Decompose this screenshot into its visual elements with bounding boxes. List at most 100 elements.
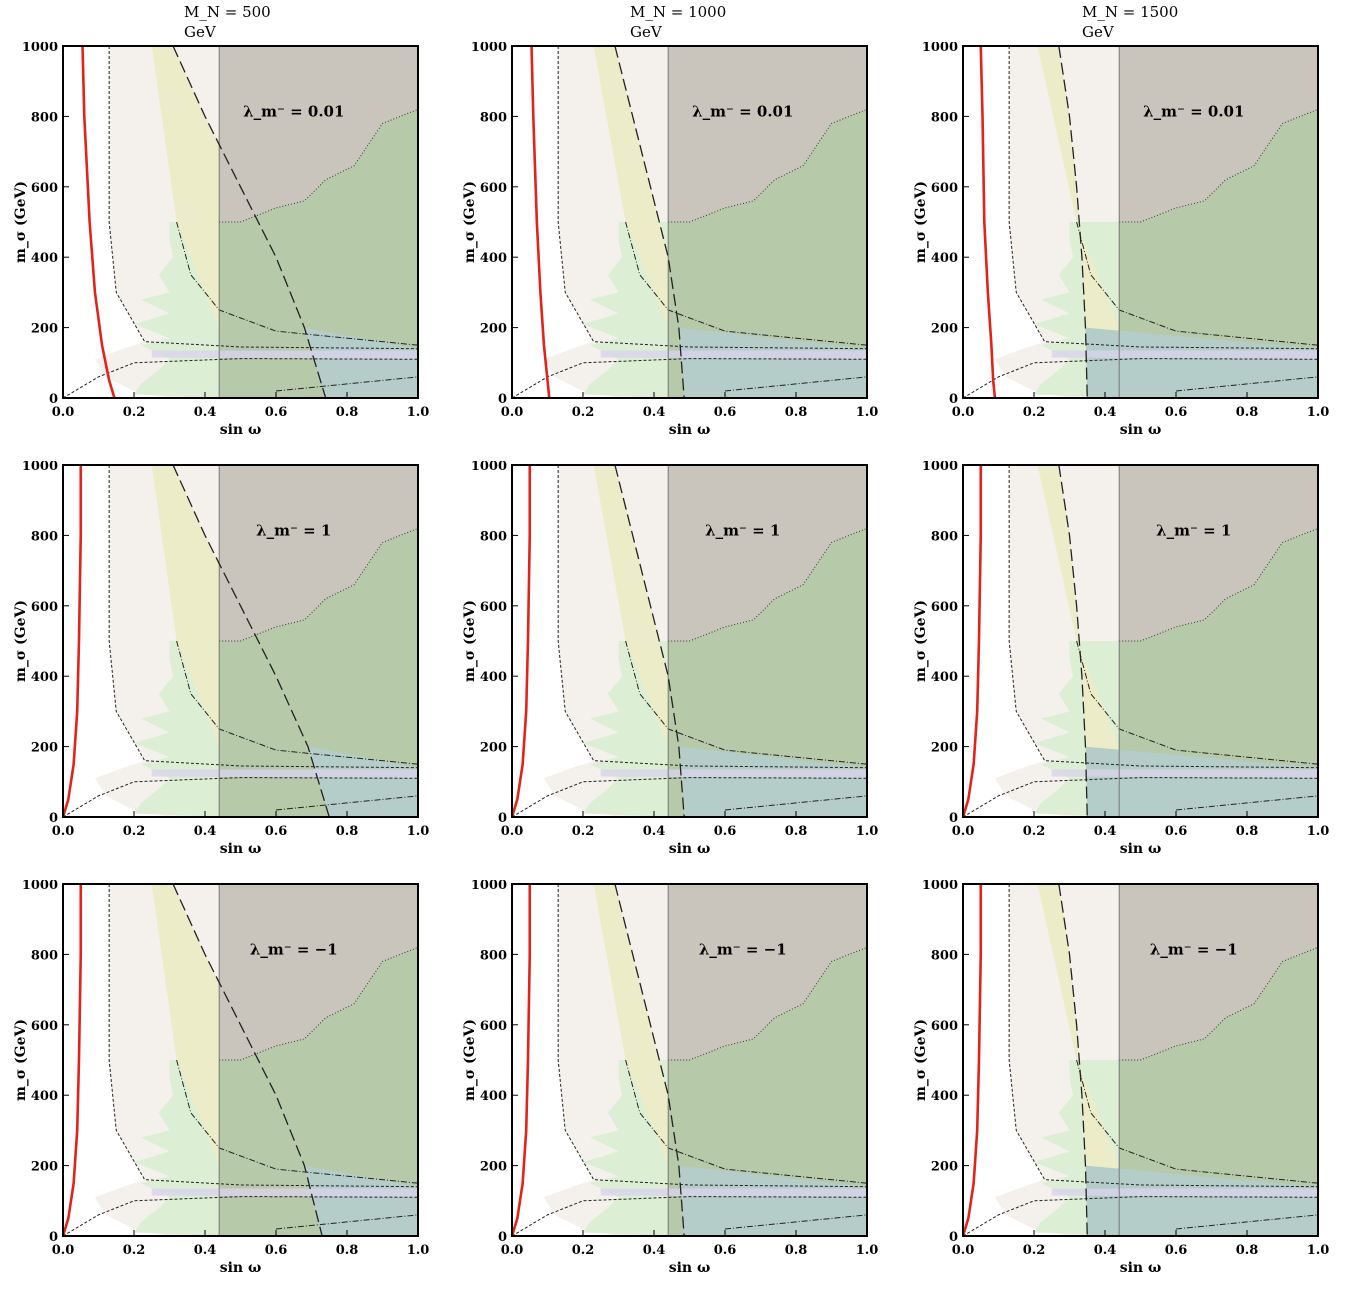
x-tick-label: 0.0 [952,1243,975,1258]
region-lavender-band [151,1188,418,1198]
x-tick-label: 1.0 [1307,405,1330,420]
y-tick-label: 1000 [22,42,58,55]
boundary-long-dash [614,465,685,817]
y-tick-label: 600 [31,1019,58,1034]
plot-frame [962,464,1319,818]
panel-r3c1: 0.0 0.2 0.4 0.6 0.8 1.0 0 200 400 600 800 1000 sin ω… [13,878,433,1289]
y-tick-label: 1000 [471,880,507,893]
boundary-short-dash-upper [557,46,867,350]
x-tick-label: 0.8 [785,405,808,420]
y-tick-label: 800 [931,948,958,963]
region-teal [1085,1165,1318,1236]
x-tick-label: 0.4 [1094,405,1117,420]
y-tick-label: 200 [31,741,58,756]
x-tick-label: 0.2 [1023,1243,1046,1258]
region-gray [1119,884,1318,1060]
lambda-label: λ_m⁻ = 0.01 [243,102,344,120]
x-axis-label: sin ω [669,841,711,857]
boundary-dash-dot-lower [1175,1214,1318,1230]
x-tick-label: 0.4 [194,405,217,420]
chart-svg-r3c1: 0.0 0.2 0.4 0.6 0.8 1.0 0 200 400 600 800 1000 sin ω… [13,878,429,1276]
x-tick-label: 0.6 [1165,405,1188,420]
y-tick-label: 1000 [922,461,958,474]
x-tick-label: 0.0 [501,1243,524,1258]
region-teal [678,746,867,817]
y-tick-label: 200 [31,1160,58,1175]
red-curve [530,46,551,398]
y-tick-label: 1000 [22,461,58,474]
y-axis-label: m_σ (GeV) [462,181,478,263]
region-gray [219,884,418,1060]
x-tick-label: 0.4 [194,824,217,839]
y-tick-label: 400 [31,1089,58,1104]
region-yellow [1037,884,1120,1236]
y-tick-label: 1000 [471,42,507,55]
region-lavender-band [151,350,418,360]
panel-r2c2: 0.0 0.2 0.4 0.6 0.8 1.0 0 200 400 600 800 1000 sin ω… [462,459,882,870]
lambda-label: λ_m⁻ = 1 [1156,521,1231,539]
x-tick-label: 1.0 [856,405,879,420]
region-teal [678,1165,867,1236]
chart-svg-r3c2: 0.0 0.2 0.4 0.6 0.8 1.0 0 200 400 600 800 1000 sin ω… [462,878,878,1276]
y-tick-label: 800 [931,529,958,544]
red-curve [963,465,983,817]
boundary-short-dash-lower [512,1196,867,1236]
chart-svg-r1c2: 0.0 0.2 0.4 0.6 0.8 1.0 0 200 400 600 800 1000 sin ω… [462,40,879,438]
boundary-long-dash [172,884,323,1236]
y-axis-label: m_σ (GeV) [913,600,929,682]
lambda-label: λ_m⁻ = −1 [699,940,787,958]
plot-frame [962,883,1319,1237]
y-tick-label: 600 [31,181,58,196]
y-tick-label: 1000 [922,42,958,55]
boundary-short-dash-upper [108,46,418,350]
x-tick-label: 0.8 [336,1243,359,1258]
boundary-short-dash-upper [1008,46,1318,350]
y-tick-label: 800 [31,110,58,125]
panel-r1c2: 0.0 0.2 0.4 0.6 0.8 1.0 0 200 400 600 800 1000 sin ω… [462,40,882,451]
region-gray [219,46,418,222]
region-teal [1085,327,1318,398]
boundary-short-dash-lower [963,358,1318,398]
boundary-dash-dot-lower [724,376,867,392]
x-tick-label: 0.2 [572,405,595,420]
chart-svg-r2c3: 0.0 0.2 0.4 0.6 0.8 1.0 0 200 400 600 800 1000 sin ω… [913,459,1329,857]
x-tick-label: 0.2 [572,824,595,839]
region-yellow [593,884,685,1236]
region-yellow [593,465,685,817]
boundary-short-dash-upper [557,884,867,1188]
panel-r2c3: 0.0 0.2 0.4 0.6 0.8 1.0 0 200 400 600 800 1000 sin ω… [913,459,1333,870]
red-curve [979,46,997,398]
y-tick-label: 0 [949,392,958,407]
x-tick-label: 0.2 [1023,405,1046,420]
region-yellow [1037,465,1120,817]
y-tick-label: 600 [31,600,58,615]
x-tick-label: 1.0 [407,405,430,420]
region-green [219,109,418,398]
x-tick-label: 1.0 [856,824,879,839]
region-green [219,947,418,1236]
column-header-1: M_N = 500 GeV [176,0,310,45]
region-lavender-band [1051,1188,1318,1198]
y-axis-label: m_σ (GeV) [13,1019,29,1101]
panel-r1c1: 0.0 0.2 0.4 0.6 0.8 1.0 0 200 400 600 800 1000 sin ω… [13,40,433,451]
red-curve [512,884,532,1236]
x-tick-label: 0.6 [265,405,288,420]
boundary-short-dash-upper [108,884,418,1188]
y-tick-label: 200 [480,322,507,337]
y-tick-label: 0 [498,811,507,826]
y-axis-label: m_σ (GeV) [913,181,929,263]
y-tick-label: 800 [31,529,58,544]
region-teal [307,746,418,817]
y-tick-label: 600 [480,600,507,615]
x-tick-label: 0.2 [1023,824,1046,839]
x-axis-label: sin ω [220,1260,262,1276]
boundary-dash-dot-lower [275,1214,418,1230]
boundary-dotted [668,527,867,642]
boundary-dash-dot-lower [724,1214,867,1230]
boundary-short-dash-upper [1008,465,1318,769]
x-tick-label: 0.4 [1094,824,1117,839]
y-tick-label: 800 [31,948,58,963]
y-tick-label: 400 [931,670,958,685]
y-tick-label: 600 [931,600,958,615]
column-header-2-text: M_N = 1000 GeV [622,0,760,45]
